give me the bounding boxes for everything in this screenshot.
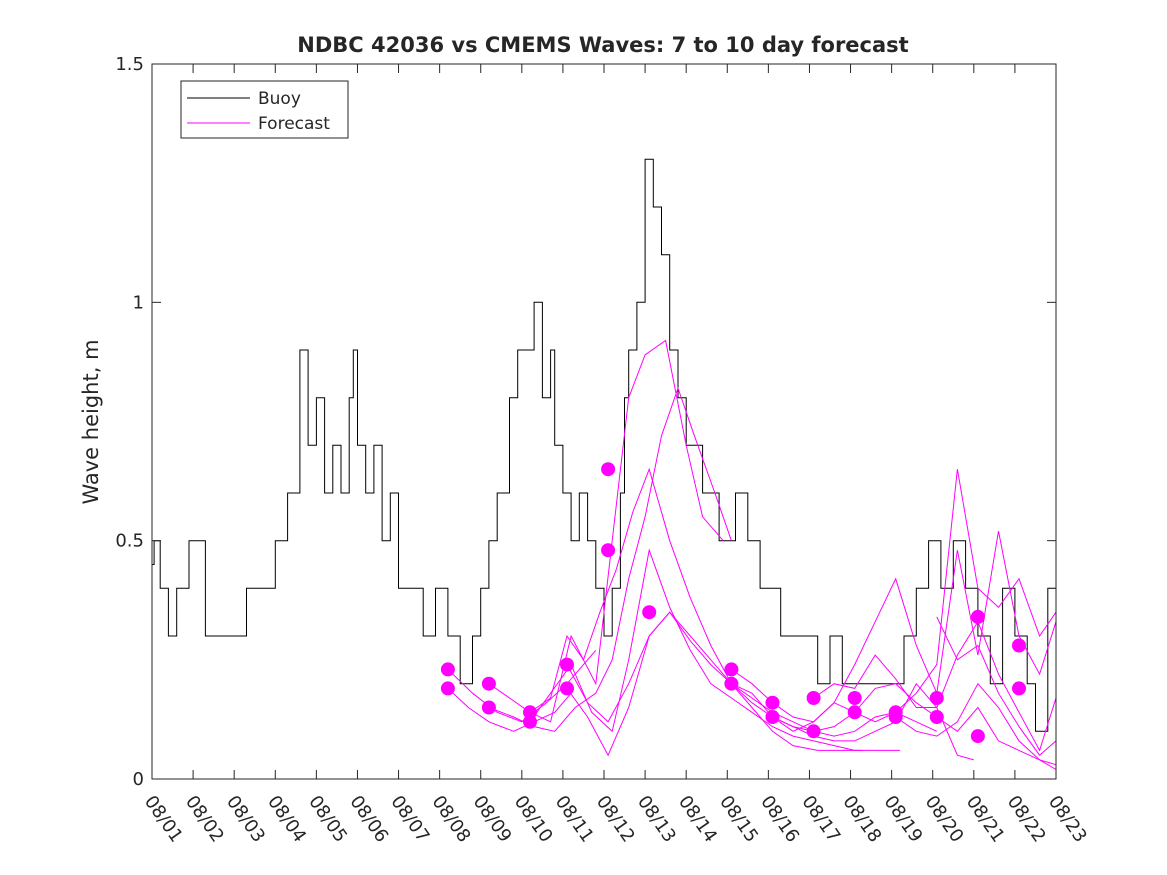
forecast-run-line-14 xyxy=(936,616,1057,756)
x-tick-label: 08/09 xyxy=(469,792,516,847)
x-tick-label: 08/06 xyxy=(345,792,392,847)
x-tick-label: 08/02 xyxy=(181,792,228,847)
x-tick-label: 08/10 xyxy=(510,792,557,847)
forecast-run-line-5 xyxy=(529,467,863,751)
x-tick-label: 08/14 xyxy=(674,792,721,847)
x-tick-label: 08/15 xyxy=(715,792,762,847)
forecast-marker xyxy=(440,662,455,677)
plot-area xyxy=(152,64,1056,779)
forecast-run-line-4 xyxy=(488,386,732,732)
data-layer xyxy=(152,158,1057,770)
legend-forecast-label: Forecast xyxy=(258,114,330,134)
forecast-marker xyxy=(847,705,862,720)
x-tick-label: 08/20 xyxy=(921,792,968,847)
forecast-marker xyxy=(970,609,985,624)
x-tick-label: 08/01 xyxy=(140,792,187,847)
x-tick-label: 08/12 xyxy=(592,792,639,847)
x-tick-label: 08/13 xyxy=(633,792,680,847)
x-tick-label: 08/21 xyxy=(962,792,1009,847)
forecast-marker xyxy=(560,681,574,696)
x-tick-label: 08/22 xyxy=(1003,792,1050,847)
forecast-marker xyxy=(481,676,496,691)
forecast-marker xyxy=(523,714,537,729)
forecast-marker xyxy=(765,695,780,710)
forecast-marker xyxy=(601,462,616,477)
forecast-marker xyxy=(1012,638,1026,653)
x-tick-label: 08/23 xyxy=(1044,792,1091,847)
buoy-series-line xyxy=(152,158,1057,732)
forecast-run-line-9 xyxy=(731,531,1057,723)
legend-buoy-label: Buoy xyxy=(258,89,301,109)
x-tick-label: 08/16 xyxy=(756,792,803,847)
forecast-marker xyxy=(888,710,903,724)
y-tick-label: 1.5 xyxy=(115,54,144,75)
y-tick-label: 0 xyxy=(133,769,144,790)
forecast-marker xyxy=(929,691,944,705)
legend: Buoy Forecast xyxy=(180,80,349,139)
x-tick-label: 08/19 xyxy=(880,792,927,847)
y-tick-label: 0.5 xyxy=(115,531,144,552)
legend-box xyxy=(180,80,349,139)
forecast-marker xyxy=(440,681,455,696)
forecast-marker xyxy=(724,662,739,677)
x-tick-label: 08/05 xyxy=(304,792,351,847)
forecast-marker xyxy=(724,676,739,691)
chart-title: NDBC 42036 vs CMEMS Waves: 7 to 10 day f… xyxy=(297,33,908,57)
y-axis-label: Wave height, m xyxy=(79,339,103,504)
forecast-marker xyxy=(806,724,821,739)
x-tick-label: 08/08 xyxy=(428,792,475,847)
x-tick-label: 08/18 xyxy=(838,792,885,847)
x-tick-label: 08/17 xyxy=(797,792,844,847)
x-tick-label: 08/07 xyxy=(386,792,433,847)
forecast-run-line-13 xyxy=(895,682,1057,770)
forecast-marker xyxy=(481,700,496,715)
x-tick-label: 08/04 xyxy=(263,792,310,847)
forecast-marker xyxy=(929,710,944,724)
forecast-marker xyxy=(847,691,862,705)
forecast-marker xyxy=(806,691,821,705)
forecast-run-line-7 xyxy=(566,611,938,737)
forecast-run-line-12 xyxy=(772,683,1057,766)
forecast-marker xyxy=(1012,681,1026,696)
forecast-marker xyxy=(765,710,780,724)
forecast-marker xyxy=(970,729,985,744)
forecast-run-line-6 xyxy=(529,548,900,751)
x-tick-label: 08/03 xyxy=(222,792,269,847)
forecast-marker xyxy=(560,657,574,672)
forecast-run-line-11 xyxy=(813,620,1057,752)
x-tick-label: 08/11 xyxy=(551,792,598,847)
forecast-marker xyxy=(601,543,616,558)
y-tick-label: 1 xyxy=(133,292,144,313)
forecast-run-line-2 xyxy=(447,688,572,732)
forecast-marker xyxy=(642,605,657,620)
